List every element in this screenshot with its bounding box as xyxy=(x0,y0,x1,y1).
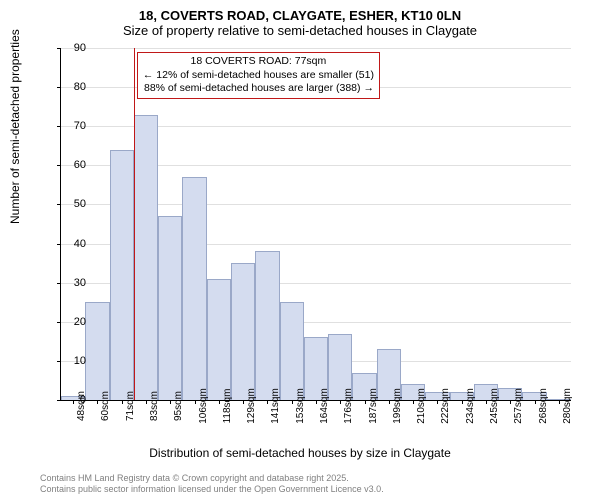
reference-line xyxy=(134,48,135,400)
histogram-bar xyxy=(231,263,255,400)
ytick-label: 40 xyxy=(56,238,86,250)
xtick-mark xyxy=(219,400,220,404)
xtick-label: 60sqm xyxy=(100,391,111,421)
footer-attribution: Contains HM Land Registry data © Crown c… xyxy=(40,473,384,496)
xtick-mark xyxy=(195,400,196,404)
xtick-label: 222sqm xyxy=(440,388,451,424)
xtick-label: 118sqm xyxy=(222,389,233,424)
chart-container: 18, COVERTS ROAD, CLAYGATE, ESHER, KT10 … xyxy=(0,0,600,500)
footer-line-1: Contains HM Land Registry data © Crown c… xyxy=(40,473,384,485)
plot-area: 18 COVERTS ROAD: 77sqm← 12% of semi-deta… xyxy=(60,48,571,401)
annotation-line-2: ← 12% of semi-detached houses are smalle… xyxy=(143,69,374,83)
xtick-mark xyxy=(486,400,487,404)
y-axis-label: Number of semi-detached properties xyxy=(8,29,22,224)
annotation-line-1: 18 COVERTS ROAD: 77sqm xyxy=(143,55,374,69)
xtick-label: 245sqm xyxy=(489,388,500,424)
xtick-mark xyxy=(292,400,293,404)
xtick-mark xyxy=(316,400,317,404)
xtick-mark xyxy=(340,400,341,404)
xtick-label: 187sqm xyxy=(368,388,379,424)
xtick-label: 199sqm xyxy=(392,388,403,424)
xtick-label: 95sqm xyxy=(173,391,184,421)
xtick-label: 234sqm xyxy=(465,388,476,424)
histogram-bar xyxy=(207,279,231,400)
xtick-mark xyxy=(510,400,511,404)
histogram-bar xyxy=(85,302,109,400)
xtick-label: 257sqm xyxy=(513,388,524,424)
xtick-mark xyxy=(146,400,147,404)
ytick-label: 50 xyxy=(56,198,86,210)
gridline xyxy=(61,48,571,49)
xtick-mark xyxy=(365,400,366,404)
xtick-mark xyxy=(97,400,98,404)
xtick-mark xyxy=(462,400,463,404)
xtick-mark xyxy=(243,400,244,404)
annotation-line-3: 88% of semi-detached houses are larger (… xyxy=(143,82,374,96)
xtick-label: 141sqm xyxy=(270,388,281,424)
footer-line-2: Contains public sector information licen… xyxy=(40,484,384,496)
chart-title-main: 18, COVERTS ROAD, CLAYGATE, ESHER, KT10 … xyxy=(0,0,600,23)
chart-title-sub: Size of property relative to semi-detach… xyxy=(0,23,600,42)
xtick-mark xyxy=(559,400,560,404)
ytick-label: 60 xyxy=(56,159,86,171)
xtick-mark xyxy=(389,400,390,404)
ytick-label: 90 xyxy=(56,42,86,54)
xtick-mark xyxy=(535,400,536,404)
histogram-bar xyxy=(280,302,304,400)
xtick-label: 280sqm xyxy=(562,388,573,424)
histogram-bar xyxy=(255,251,279,400)
x-axis-label: Distribution of semi-detached houses by … xyxy=(0,446,600,460)
ytick-label: 30 xyxy=(56,277,86,289)
xtick-mark xyxy=(437,400,438,404)
xtick-label: 210sqm xyxy=(416,388,427,424)
xtick-label: 268sqm xyxy=(538,388,549,424)
xtick-label: 164sqm xyxy=(319,388,330,424)
xtick-label: 129sqm xyxy=(246,388,257,424)
xtick-label: 153sqm xyxy=(295,388,306,424)
histogram-bar xyxy=(182,177,206,400)
xtick-label: 106sqm xyxy=(198,388,209,424)
histogram-bar xyxy=(134,115,158,401)
xtick-label: 176sqm xyxy=(343,388,354,424)
xtick-label: 71sqm xyxy=(125,391,136,421)
ytick-label: 10 xyxy=(56,355,86,367)
ytick-label: 70 xyxy=(56,120,86,132)
xtick-mark xyxy=(170,400,171,404)
xtick-label: 48sqm xyxy=(76,391,87,421)
ytick-label: 20 xyxy=(56,316,86,328)
xtick-mark xyxy=(413,400,414,404)
annotation-box: 18 COVERTS ROAD: 77sqm← 12% of semi-deta… xyxy=(137,52,380,99)
xtick-mark xyxy=(122,400,123,404)
histogram-bar xyxy=(110,150,134,400)
xtick-label: 83sqm xyxy=(149,391,160,421)
histogram-bar xyxy=(158,216,182,400)
ytick-label: 80 xyxy=(56,81,86,93)
xtick-mark xyxy=(267,400,268,404)
